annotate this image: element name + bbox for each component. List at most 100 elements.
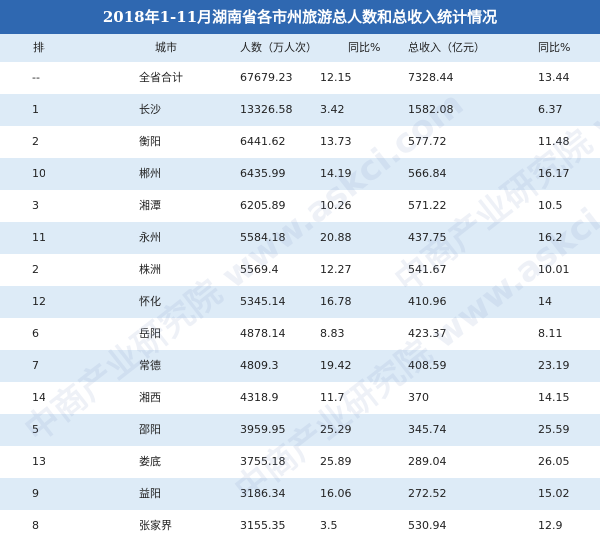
rank-cell: 7 [32,359,39,372]
visitors-yoy-cell: 20.88 [320,231,352,244]
revenue-cell: 410.96 [408,295,447,308]
revenue-cell: 345.74 [408,423,447,436]
revenue-cell: 7328.44 [408,71,454,84]
visitors-cell: 67679.23 [240,71,293,84]
revenue-yoy-cell: 10.5 [538,199,563,212]
visitors-yoy-cell: 3.42 [320,103,345,116]
revenue-yoy-cell: 16.2 [538,231,563,244]
revenue-yoy-cell: 14.15 [538,391,570,404]
revenue-cell: 566.84 [408,167,447,180]
visitors-cell: 6435.99 [240,167,286,180]
revenue-yoy-cell: 13.44 [538,71,570,84]
table-row: 2 衡阳 6441.62 13.73 577.72 11.48 [0,126,600,158]
city-cell: 郴州 [139,167,161,180]
table-header-row: 排名 城市 人数（万人次） 同比% 总收入（亿元） 同比% [0,34,600,62]
table-row: 10 郴州 6435.99 14.19 566.84 16.17 [0,158,600,190]
revenue-cell: 530.94 [408,519,447,532]
city-cell: 岳阳 [139,327,161,340]
visitors-cell: 5345.14 [240,295,286,308]
visitors-cell: 5569.4 [240,263,279,276]
rank-cell: -- [32,71,40,84]
visitors-yoy-cell: 11.7 [320,391,345,404]
visitors-yoy-cell: 16.06 [320,487,352,500]
table-row: 11 永州 5584.18 20.88 437.75 16.2 [0,222,600,254]
city-cell: 益阳 [139,487,161,500]
revenue-cell: 289.04 [408,455,447,468]
visitors-cell: 3186.34 [240,487,286,500]
table-row: 3 湘潭 6205.89 10.26 571.22 10.5 [0,190,600,222]
revenue-yoy-cell: 25.59 [538,423,570,436]
stats-table: 排名 城市 人数（万人次） 同比% 总收入（亿元） 同比% --全省合计6767… [0,34,600,541]
header-visitors: 人数（万人次） [240,41,317,54]
revenue-yoy-cell: 23.19 [538,359,570,372]
revenue-cell: 571.22 [408,199,447,212]
revenue-yoy-cell: 10.01 [538,263,570,276]
table-row: 1 长沙 13326.58 3.42 1582.08 6.37 [0,94,600,126]
rank-cell: 1 [32,103,39,116]
visitors-cell: 3959.95 [240,423,286,436]
rank-cell: 10 [32,167,45,180]
revenue-cell: 423.37 [408,327,447,340]
table-row: 2 株洲 5569.4 12.27 541.67 10.01 [0,254,600,286]
visitors-cell: 3755.18 [240,455,286,468]
rank-cell: 12 [32,295,45,308]
city-cell: 常德 [139,359,161,372]
visitors-cell: 3155.35 [240,519,286,532]
rank-cell: 2 [32,135,39,148]
revenue-cell: 272.52 [408,487,447,500]
visitors-cell: 6205.89 [240,199,286,212]
revenue-yoy-cell: 14 [538,295,552,308]
visitors-yoy-cell: 12.15 [320,71,352,84]
visitors-yoy-cell: 3.5 [320,519,338,532]
revenue-yoy-cell: 26.05 [538,455,570,468]
visitors-yoy-cell: 10.26 [320,199,352,212]
table-row: 12 怀化 5345.14 16.78 410.96 14 [0,286,600,318]
city-cell: 衡阳 [139,135,161,148]
city-cell: 张家界 [139,519,172,532]
visitors-cell: 5584.18 [240,231,286,244]
visitors-yoy-cell: 13.73 [320,135,352,148]
revenue-yoy-cell: 16.17 [538,167,570,180]
rank-cell: 2 [32,263,39,276]
rank-cell: 6 [32,327,39,340]
city-cell: 娄底 [139,455,161,468]
city-cell: 湘西 [139,391,161,404]
header-rank: 排名 [33,41,45,54]
table-row: 14 湘西 4318.9 11.7 370 14.15 [0,382,600,414]
visitors-cell: 4809.3 [240,359,279,372]
revenue-yoy-cell: 6.37 [538,103,563,116]
city-cell: 邵阳 [139,423,161,436]
revenue-cell: 408.59 [408,359,447,372]
visitors-yoy-cell: 25.89 [320,455,352,468]
visitors-yoy-cell: 14.19 [320,167,352,180]
table-row: 8 张家界 3155.35 3.5 530.94 12.9 [0,510,600,541]
city-cell: 长沙 [139,103,161,116]
header-revenue-yoy: 同比% [538,41,571,54]
table-row: -- 全省合计 67679.23 12.15 7328.44 13.44 [0,62,600,94]
city-cell: 怀化 [139,295,161,308]
city-cell: 株洲 [139,263,161,276]
header-visitors-yoy: 同比% [348,41,381,54]
page-title: 2018年1-11月湖南省各市州旅游总人数和总收入统计情况 [0,0,600,34]
rank-cell: 14 [32,391,45,404]
revenue-cell: 370 [408,391,429,404]
revenue-cell: 577.72 [408,135,447,148]
header-revenue: 总收入（亿元） [408,41,485,54]
revenue-cell: 1582.08 [408,103,454,116]
visitors-yoy-cell: 8.83 [320,327,345,340]
visitors-yoy-cell: 12.27 [320,263,352,276]
table-row: 9 益阳 3186.34 16.06 272.52 15.02 [0,478,600,510]
visitors-cell: 6441.62 [240,135,286,148]
table-row: 6 岳阳 4878.14 8.83 423.37 8.11 [0,318,600,350]
city-cell: 全省合计 [139,71,183,84]
rank-cell: 11 [32,231,45,244]
table-row: 7 常德 4809.3 19.42 408.59 23.19 [0,350,600,382]
visitors-cell: 4318.9 [240,391,279,404]
table-row: 5 邵阳 3959.95 25.29 345.74 25.59 [0,414,600,446]
rank-cell: 13 [32,455,45,468]
city-cell: 永州 [139,231,161,244]
rank-cell: 9 [32,487,39,500]
revenue-yoy-cell: 12.9 [538,519,563,532]
revenue-cell: 437.75 [408,231,447,244]
